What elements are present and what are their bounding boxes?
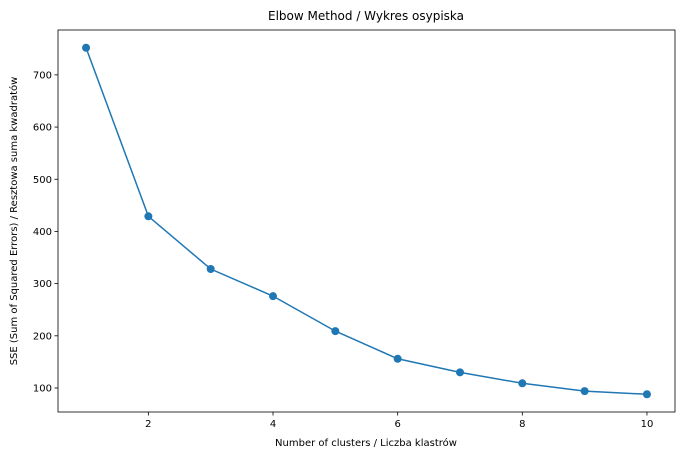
data-point [269, 292, 278, 301]
data-point [144, 212, 153, 221]
chart-title: Elbow Method / Wykres osypiska [268, 9, 464, 23]
data-point [580, 387, 589, 396]
y-axis-label: SSE (Sum of Squared Errors) / Resztowa s… [8, 77, 20, 366]
data-point [642, 390, 651, 399]
x-axis: 2 4 6 8 10 [145, 412, 653, 430]
x-tick-label: 4 [270, 419, 276, 430]
data-point [82, 43, 91, 52]
x-tick-label: 2 [145, 419, 151, 430]
data-point [331, 327, 340, 336]
x-axis-label: Number of clusters / Liczba klastrów [275, 437, 457, 449]
data-point [393, 354, 402, 363]
data-point [518, 379, 527, 388]
y-tick-label: 500 [33, 175, 52, 186]
y-tick-label: 300 [33, 279, 52, 290]
data-point [455, 368, 464, 377]
data-point [206, 265, 215, 274]
x-tick-label: 10 [641, 419, 654, 430]
x-tick-label: 8 [519, 419, 525, 430]
plot-frame [57, 29, 676, 413]
series-sse [82, 43, 651, 399]
series-line [85, 47, 647, 396]
y-tick-label: 700 [33, 70, 52, 81]
y-tick-label: 200 [33, 331, 52, 342]
y-tick-label: 400 [33, 227, 52, 238]
y-tick-label: 100 [33, 383, 52, 394]
x-tick-label: 6 [394, 419, 400, 430]
y-axis: 100 200 300 400 500 600 700 [33, 70, 58, 394]
y-tick-label: 600 [33, 123, 52, 134]
